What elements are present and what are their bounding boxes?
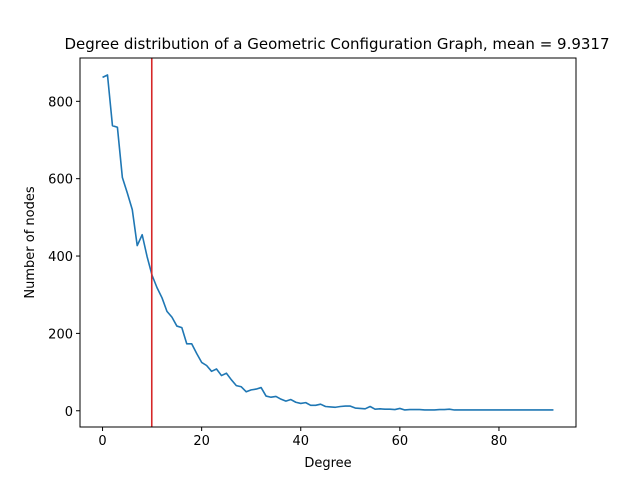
x-tick-label: 40	[292, 434, 309, 449]
y-tick-label: 0	[65, 405, 73, 420]
y-tick-label: 400	[48, 250, 73, 265]
y-axis-ticks: 0 200 400 600 800	[48, 95, 80, 420]
x-tick-label: 0	[98, 434, 106, 449]
x-tick-label: 20	[193, 434, 210, 449]
x-axis-label: Degree	[304, 456, 351, 471]
x-tick-label: 80	[491, 434, 508, 449]
chart-title: Degree distribution of a Geometric Confi…	[64, 35, 609, 53]
y-axis-label: Number of nodes	[23, 186, 38, 298]
degree-distribution-line	[102, 74, 554, 411]
x-axis-ticks: 0 20 40 60 80	[98, 427, 507, 449]
axes-frame	[79, 57, 577, 428]
plot-area	[102, 58, 554, 427]
y-tick-label: 600	[48, 173, 73, 188]
y-tick-label: 800	[48, 95, 73, 110]
y-tick-label: 200	[48, 327, 73, 342]
x-tick-label: 60	[392, 434, 409, 449]
